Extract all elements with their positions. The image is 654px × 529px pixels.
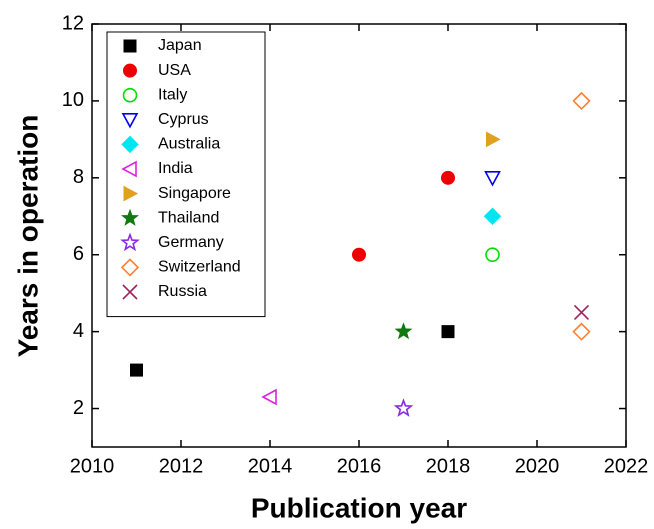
y-tick-label: 10: [62, 89, 84, 111]
legend-marker: [121, 135, 139, 154]
legend-label: USA: [158, 62, 191, 79]
legend-marker: [121, 208, 139, 226]
x-tick-label: 2018: [426, 455, 471, 477]
y-tick-label: 8: [73, 166, 84, 188]
legend-label: Italy: [158, 86, 187, 103]
legend-label: Cyprus: [158, 111, 209, 128]
scatter-point: [130, 363, 143, 377]
legend-label: Thailand: [158, 209, 219, 226]
legend-label: Australia: [158, 136, 220, 153]
legend-label: Russia: [158, 283, 207, 300]
legend-label: Singapore: [158, 185, 231, 202]
scatter-point: [261, 388, 277, 406]
y-tick-label: 4: [73, 320, 84, 342]
legend-marker: [120, 258, 140, 277]
legend-marker: [122, 87, 138, 103]
legend-marker: [123, 63, 137, 78]
x-axis-label: Publication year: [251, 492, 467, 523]
x-tick-label: 2020: [515, 455, 560, 477]
legend-label: Germany: [158, 234, 224, 251]
scatter-point: [573, 304, 590, 320]
legend-label: India: [158, 160, 193, 177]
y-tick-label: 6: [73, 243, 84, 265]
scatter-point: [483, 207, 502, 225]
scatter-point: [352, 247, 366, 262]
x-tick-label: 2012: [159, 455, 204, 477]
y-tick-label: 12: [62, 12, 84, 34]
scatter-point: [441, 170, 455, 185]
legend-label: Japan: [158, 37, 202, 54]
scatter-point: [441, 325, 455, 339]
scatter-point: [394, 322, 413, 340]
legend-marker: [121, 160, 137, 178]
scatter-point: [572, 91, 591, 111]
legend-marker: [123, 185, 139, 202]
x-tick-label: 2010: [70, 455, 115, 477]
scatter-point: [486, 131, 501, 148]
legend-marker: [121, 113, 139, 129]
y-axis-label: Years in operation: [12, 115, 43, 358]
legend-marker: [123, 39, 137, 53]
x-tick-label: 2014: [248, 455, 293, 477]
scatter-point: [572, 322, 591, 341]
x-tick-label: 2016: [337, 455, 382, 477]
scatter-point: [484, 171, 501, 187]
x-tick-label: 2022: [604, 455, 649, 477]
y-tick-label: 2: [73, 397, 84, 419]
legend-marker: [120, 232, 140, 252]
scatter-point: [393, 398, 414, 417]
legend-label: Switzerland: [158, 259, 241, 276]
legend-marker: [122, 284, 138, 300]
scatter-point: [485, 247, 500, 263]
